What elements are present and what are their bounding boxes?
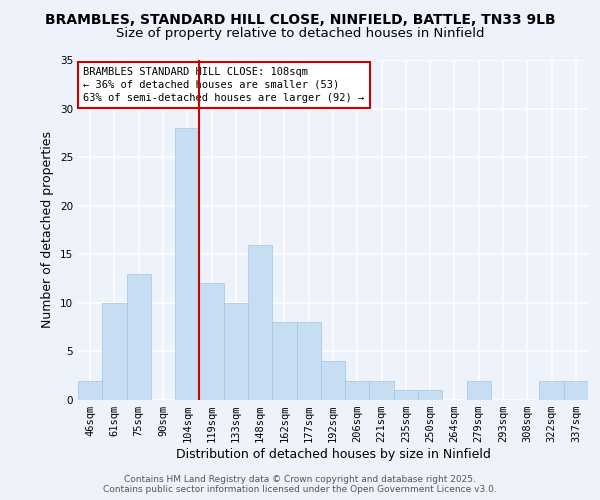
Bar	[224, 303, 248, 400]
Bar	[127, 274, 151, 400]
Text: Contains HM Land Registry data © Crown copyright and database right 2025.: Contains HM Land Registry data © Crown c…	[124, 475, 476, 484]
Bar	[370, 380, 394, 400]
X-axis label: Distribution of detached houses by size in Ninfield: Distribution of detached houses by size …	[176, 448, 490, 461]
Bar	[272, 322, 296, 400]
Bar	[102, 303, 127, 400]
Bar	[418, 390, 442, 400]
Bar	[394, 390, 418, 400]
Bar	[78, 380, 102, 400]
Bar	[296, 322, 321, 400]
Bar	[321, 361, 345, 400]
Bar	[539, 380, 564, 400]
Text: Contains public sector information licensed under the Open Government Licence v3: Contains public sector information licen…	[103, 485, 497, 494]
Text: BRAMBLES, STANDARD HILL CLOSE, NINFIELD, BATTLE, TN33 9LB: BRAMBLES, STANDARD HILL CLOSE, NINFIELD,…	[44, 12, 556, 26]
Bar	[175, 128, 199, 400]
Text: Size of property relative to detached houses in Ninfield: Size of property relative to detached ho…	[116, 28, 484, 40]
Bar	[248, 244, 272, 400]
Bar	[199, 284, 224, 400]
Bar	[345, 380, 370, 400]
Text: BRAMBLES STANDARD HILL CLOSE: 108sqm
← 36% of detached houses are smaller (53)
6: BRAMBLES STANDARD HILL CLOSE: 108sqm ← 3…	[83, 67, 364, 103]
Bar	[564, 380, 588, 400]
Bar	[467, 380, 491, 400]
Y-axis label: Number of detached properties: Number of detached properties	[41, 132, 55, 328]
